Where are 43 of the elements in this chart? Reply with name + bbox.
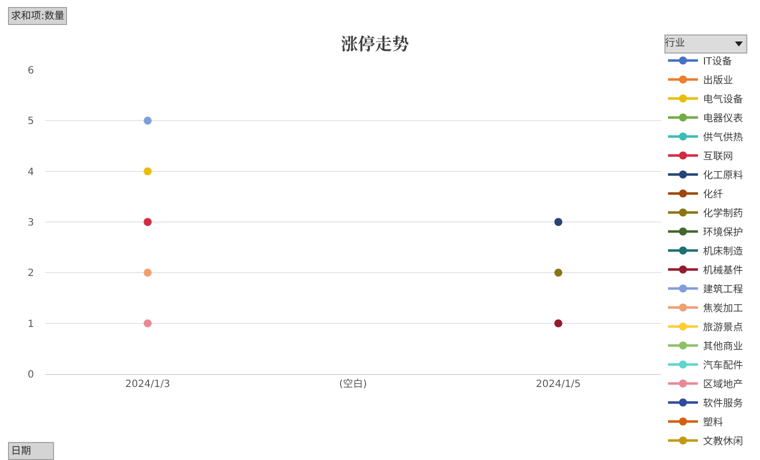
x-tick-label: 2024/1/5 <box>536 379 581 390</box>
point <box>554 218 562 226</box>
point <box>144 319 152 328</box>
legend-label: 焦炭加工 <box>702 302 743 314</box>
chart-title: 涨停走势 <box>341 34 409 55</box>
legend-label: 塑料 <box>702 416 723 428</box>
legend-title: 行业 <box>664 37 685 49</box>
text: 求和项:数量 <box>11 10 64 22</box>
y-tick-label: 6 <box>28 66 34 76</box>
point <box>554 319 562 328</box>
legend-label: 电器仪表 <box>702 112 743 124</box>
y-tick-label: 4 <box>28 166 34 178</box>
y-tick-label: 2 <box>28 268 34 280</box>
text: 日期 <box>11 445 31 457</box>
legend-label: 汽车配件 <box>702 359 743 372</box>
legend-label: 化学制药 <box>702 207 743 220</box>
point <box>144 268 152 277</box>
y-tick-label: 0 <box>28 370 34 380</box>
point <box>144 218 152 226</box>
legend-label: 区域地产 <box>702 378 743 390</box>
y-tick-label: 3 <box>28 218 34 228</box>
legend-label: 文教休闲 <box>702 435 743 448</box>
legend-label: 环境保护 <box>702 226 743 238</box>
x-tick-label: (空白) <box>339 378 367 390</box>
legend-label: 其他商业 <box>702 340 743 352</box>
legend-label: 机械基件 <box>702 264 743 276</box>
legend-label: 机床制造 <box>702 245 743 258</box>
legend-label: 电气设备 <box>702 93 743 106</box>
legend-label: 供气供热 <box>702 131 743 144</box>
legend-label: IT设备 <box>702 55 732 68</box>
legend-label: 互联网 <box>702 150 733 162</box>
x-tick-label: 2024/1/3 <box>125 379 170 390</box>
legend-label: 软件服务 <box>702 397 743 410</box>
legend-label: 旅游景点 <box>702 321 743 334</box>
legend-label: 化工原料 <box>702 169 743 182</box>
y-tick-label: 5 <box>28 116 34 128</box>
y-tick-label: 1 <box>28 318 34 330</box>
legend-label: 出版业 <box>702 74 733 86</box>
point <box>144 167 152 176</box>
legend-label: 建筑工程 <box>702 283 743 296</box>
legend-label: 化纤 <box>702 188 723 200</box>
point <box>554 268 562 277</box>
point <box>144 116 152 125</box>
